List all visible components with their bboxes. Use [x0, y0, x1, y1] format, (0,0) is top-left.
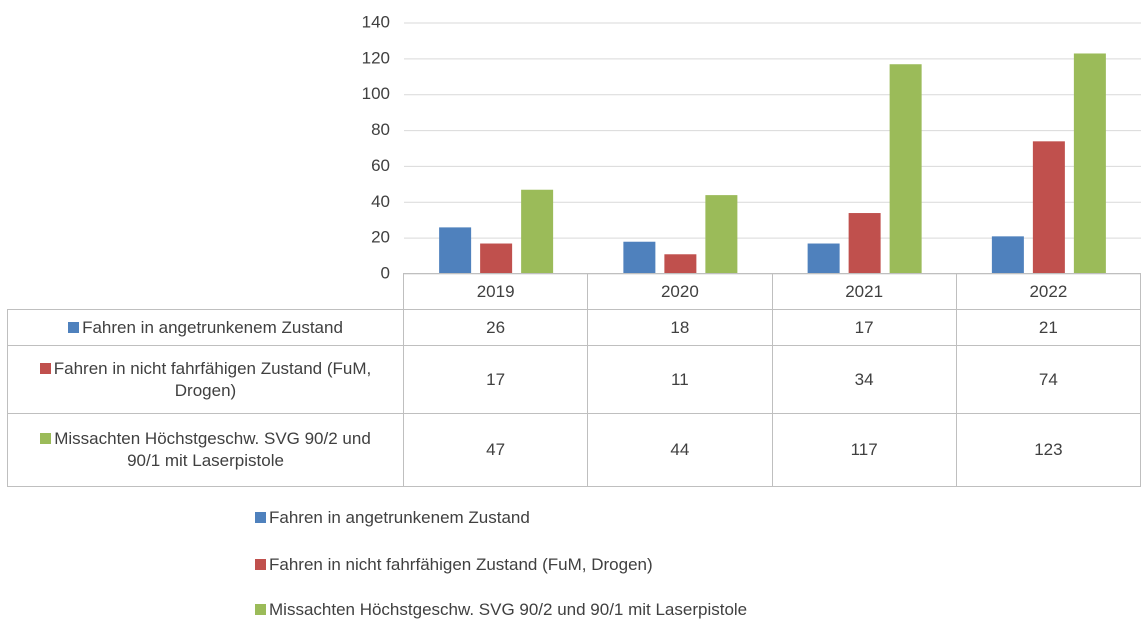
legend-key — [255, 559, 266, 570]
y-tick-label: 60 — [371, 156, 390, 175]
bar — [889, 64, 922, 274]
bar — [1073, 53, 1106, 274]
table-series-label: Missachten Höchstgeschw. SVG 90/2 und 90… — [22, 428, 389, 472]
bar — [807, 243, 840, 274]
legend-item: Missachten Höchstgeschw. SVG 90/2 und 90… — [255, 600, 747, 619]
table-value: 18 — [587, 309, 773, 346]
table-series-text: Fahren in angetrunkenem Zustand — [82, 317, 343, 337]
x-tick-label: 2020 — [587, 273, 773, 310]
bar — [664, 254, 697, 274]
bar — [439, 227, 472, 274]
y-tick-label: 120 — [362, 48, 390, 67]
table-series-label: Fahren in angetrunkenem Zustand — [68, 317, 343, 339]
table-value: 21 — [955, 309, 1141, 346]
table-legend-key — [68, 321, 80, 333]
table-value: 26 — [403, 309, 589, 346]
table-value: 44 — [587, 413, 773, 487]
bar — [623, 241, 656, 274]
table-value: 17 — [403, 345, 589, 414]
bar — [991, 236, 1024, 274]
legend-item: Fahren in nicht fahrfähigen Zustand (FuM… — [255, 555, 653, 575]
bar — [705, 195, 738, 274]
table-series-text: Fahren in nicht fahrfähigen Zustand (FuM… — [53, 358, 372, 400]
table-value: 11 — [587, 345, 773, 414]
legend-key — [255, 604, 266, 615]
x-tick-label: 2019 — [403, 273, 589, 310]
table-value: 17 — [771, 309, 957, 346]
legend-label: Missachten Höchstgeschw. SVG 90/2 und 90… — [269, 600, 748, 619]
bar — [1032, 141, 1065, 274]
table-value: 47 — [403, 413, 589, 487]
y-tick-label: 20 — [371, 228, 390, 247]
bar — [848, 213, 881, 274]
table-series-text: Missachten Höchstgeschw. SVG 90/2 und 90… — [54, 429, 371, 470]
y-tick-label: 140 — [362, 12, 390, 31]
legend-label: Fahren in angetrunkenem Zustand — [269, 508, 530, 527]
table-series-label: Fahren in nicht fahrfähigen Zustand (FuM… — [22, 358, 389, 402]
table-value: 117 — [771, 413, 957, 487]
table-value: 34 — [771, 345, 957, 414]
legend-item: Fahren in angetrunkenem Zustand — [255, 508, 530, 528]
y-tick-label: 40 — [371, 192, 390, 211]
y-tick-label: 80 — [371, 120, 390, 139]
bar — [480, 243, 513, 274]
legend-label: Fahren in nicht fahrfähigen Zustand (FuM… — [269, 555, 653, 574]
x-tick-label: 2022 — [955, 273, 1141, 310]
legend-key — [255, 512, 266, 523]
table-legend-key — [40, 433, 52, 444]
table-value: 123 — [955, 413, 1141, 487]
table-value: 74 — [955, 345, 1141, 414]
y-tick-label: 100 — [362, 84, 390, 103]
table-series-name: Fahren in angetrunkenem Zustand — [7, 309, 404, 346]
table-legend-key — [39, 362, 51, 374]
table-series-name: Missachten Höchstgeschw. SVG 90/2 und 90… — [7, 413, 404, 487]
bar — [521, 189, 554, 274]
table-series-name: Fahren in nicht fahrfähigen Zustand (FuM… — [7, 345, 404, 414]
y-tick-label: 0 — [381, 263, 390, 282]
x-tick-label: 2021 — [771, 273, 957, 310]
